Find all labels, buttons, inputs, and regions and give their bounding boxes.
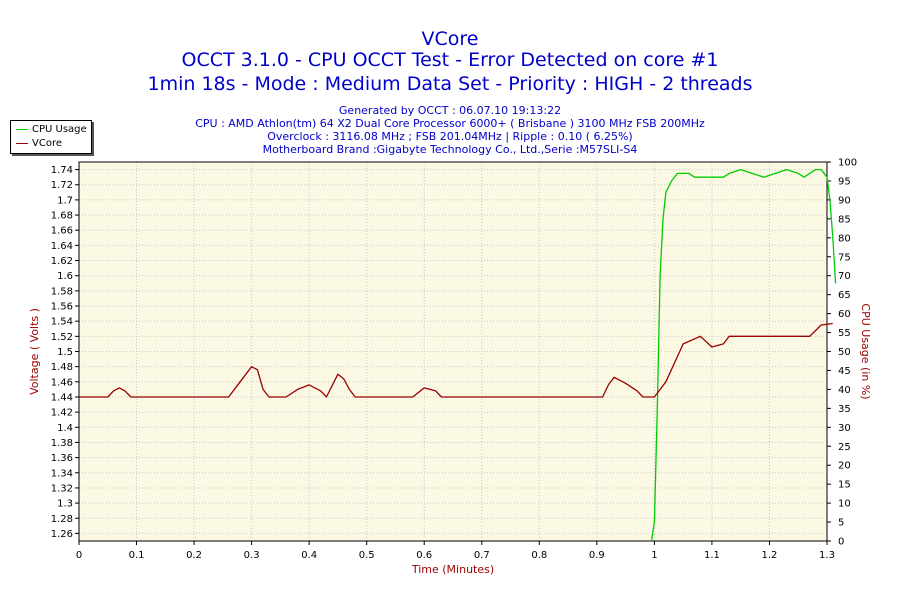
x-tick-label: 0.2 [186,550,202,561]
x-tick-label: 0.9 [589,550,605,561]
y2-tick-label: 30 [838,423,851,434]
x-tick-label: 0.5 [359,550,375,561]
x-axis-label: Time (Minutes) [411,563,494,576]
y2-tick-label: 85 [838,214,851,225]
y2-tick-label: 15 [838,480,851,491]
y-tick-label: 1.34 [51,468,73,479]
legend-swatch-cpu-usage [16,128,28,130]
y-tick-label: 1.38 [51,438,73,449]
y-tick-label: 1.58 [51,286,73,297]
y-tick-label: 1.54 [51,317,73,328]
y-tick-label: 1.72 [51,180,73,191]
y-tick-label: 1.28 [51,514,73,525]
y-tick-label: 1.42 [51,408,73,419]
plot-area [79,162,827,541]
y-tick-label: 1.5 [57,347,73,358]
y2-axis-label: CPU Usage (in %) [859,303,872,399]
x-tick-label: 0.8 [531,550,547,561]
y-tick-label: 1.52 [51,332,73,343]
y2-tick-label: 0 [838,537,844,548]
series-line-vcore [79,322,833,398]
y-tick-label: 1.62 [51,256,73,267]
chart-legend: CPU Usage VCore [10,120,92,154]
y-tick-label: 1.46 [51,377,73,388]
y-tick-label: 1.4 [57,423,73,434]
y-axis-label: Voltage ( Volts ) [28,308,41,395]
x-tick-label: 0.7 [474,550,490,561]
y2-tick-label: 20 [838,461,851,472]
y-tick-label: 1.48 [51,362,73,373]
chart-title: VCore [421,28,479,50]
y2-tick-label: 25 [838,442,851,453]
y-tick-label: 1.66 [51,226,73,237]
y2-tick-label: 5 [838,518,844,529]
x-tick-label: 1 [651,550,657,561]
y2-tick-label: 70 [838,271,851,282]
x-tick-label: 0.6 [416,550,432,561]
y-tick-label: 1.6 [57,271,73,282]
y-tick-label: 1.56 [51,302,73,313]
chart-subtitle-test: OCCT 3.1.0 - CPU OCCT Test - Error Detec… [181,49,719,71]
y-tick-label: 1.68 [51,211,73,222]
y-tick-label: 1.3 [57,499,73,510]
legend-item-cpu-usage: CPU Usage [16,124,87,136]
legend-swatch-vcore [16,142,28,144]
y-tick-label: 1.44 [51,392,73,403]
y2-tick-label: 50 [838,347,851,358]
y2-tick-label: 10 [838,499,851,510]
info-motherboard: Motherboard Brand :Gigabyte Technology C… [262,143,638,156]
x-tick-label: 1.2 [762,550,778,561]
y2-tick-label: 100 [838,158,857,169]
x-tick-label: 1.1 [704,550,720,561]
x-tick-label: 0.4 [301,550,317,561]
x-tick-label: 0.1 [129,550,145,561]
info-cpu: CPU : AMD Athlon(tm) 64 X2 Dual Core Pro… [195,117,705,130]
y2-tick-label: 90 [838,195,851,206]
plot-border [78,161,828,542]
y2-tick-label: 40 [838,385,851,396]
x-tick-label: 0.3 [244,550,260,561]
y-tick-label: 1.36 [51,453,73,464]
x-tick-label: 0 [76,550,82,561]
y2-tick-label: 55 [838,328,851,339]
info-overclock: Overclock : 3116.08 MHz ; FSB 201.04MHz … [267,130,633,143]
y2-tick-label: 80 [838,233,851,244]
legend-label-cpu-usage: CPU Usage [32,124,87,135]
y2-tick-label: 95 [838,176,851,187]
y-tick-label: 1.74 [51,165,73,176]
y2-tick-label: 60 [838,309,851,320]
y2-tick-label: 75 [838,252,851,263]
y2-tick-label: 65 [838,290,851,301]
legend-label-vcore: VCore [32,138,62,149]
y-tick-label: 1.32 [51,483,73,494]
y-tick-label: 1.26 [51,529,73,540]
y-tick-label: 1.64 [51,241,73,252]
y2-tick-label: 45 [838,366,851,377]
series-line-cpu-usage [650,168,837,542]
y2-tick-label: 35 [838,404,851,415]
info-generated: Generated by OCCT : 06.07.10 19:13:22 [338,104,562,117]
legend-item-vcore: VCore [16,138,62,150]
y-tick-label: 1.7 [57,195,73,206]
chart-subtitle-mode: 1min 18s - Mode : Medium Data Set - Prio… [147,73,753,95]
x-tick-label: 1.3 [819,550,835,561]
